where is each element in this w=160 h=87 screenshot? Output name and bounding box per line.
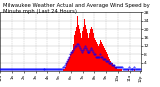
Bar [97, 44, 98, 71]
Bar [74, 35, 75, 71]
Bar [115, 67, 116, 71]
Bar [98, 46, 99, 71]
Bar [96, 42, 97, 71]
Bar [76, 27, 77, 71]
Bar [88, 37, 89, 71]
Bar [94, 37, 95, 71]
Bar [105, 50, 106, 71]
Bar [121, 69, 122, 71]
Bar [102, 44, 103, 71]
Bar [63, 69, 64, 71]
Bar [90, 29, 91, 71]
Bar [92, 29, 93, 71]
Bar [84, 19, 85, 71]
Bar [65, 65, 67, 71]
Bar [73, 44, 74, 71]
Bar [116, 67, 117, 71]
Bar [112, 63, 113, 71]
Bar [87, 33, 88, 71]
Bar [91, 27, 92, 71]
Bar [134, 69, 135, 71]
Bar [107, 54, 108, 71]
Bar [82, 31, 83, 71]
Bar [81, 37, 82, 71]
Bar [79, 29, 80, 71]
Bar [67, 63, 68, 71]
Bar [80, 33, 81, 71]
Bar [104, 48, 105, 71]
Bar [120, 69, 121, 71]
Bar [108, 59, 109, 71]
Bar [86, 29, 87, 71]
Bar [117, 69, 118, 71]
Bar [85, 25, 86, 71]
Bar [109, 61, 111, 71]
Bar [69, 57, 70, 71]
Bar [72, 50, 73, 71]
Bar [119, 69, 120, 71]
Bar [83, 27, 84, 71]
Bar [99, 44, 100, 71]
Bar [114, 65, 115, 71]
Bar [103, 46, 104, 71]
Bar [101, 42, 102, 71]
Bar [78, 25, 79, 71]
Bar [111, 61, 112, 71]
Bar [106, 52, 107, 71]
Bar [118, 69, 119, 71]
Bar [71, 52, 72, 71]
Bar [95, 40, 96, 71]
Bar [113, 65, 114, 71]
Bar [77, 16, 78, 71]
Bar [64, 67, 65, 71]
Bar [75, 31, 76, 71]
Bar [68, 59, 69, 71]
Bar [128, 69, 129, 71]
Bar [89, 33, 90, 71]
Bar [100, 40, 101, 71]
Text: Milwaukee Weather Actual and Average Wind Speed by Minute mph (Last 24 Hours): Milwaukee Weather Actual and Average Win… [3, 3, 150, 14]
Bar [93, 33, 94, 71]
Bar [70, 54, 71, 71]
